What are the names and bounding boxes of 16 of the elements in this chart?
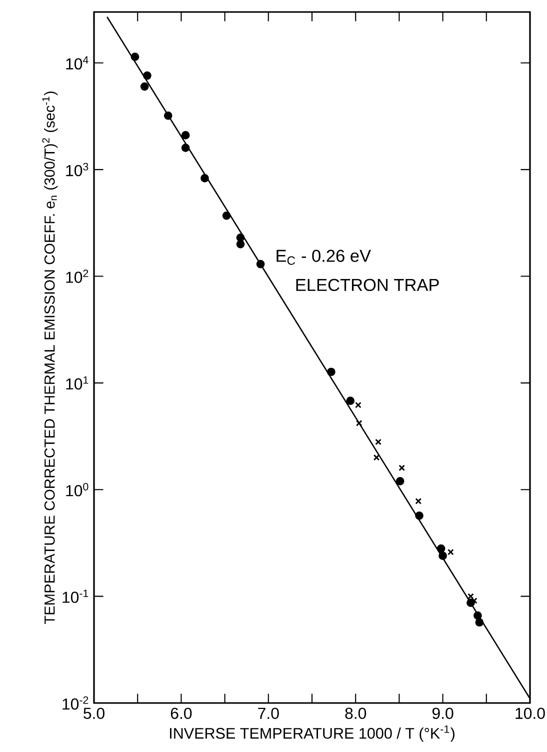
x-tick-label: 9.0 (432, 708, 454, 719)
y-axis-title: TEMPERATURE CORRECTED THERMAL EMISSION COEFF. e$_{n}$ (300/T)$^{2}$ (sec$^{-1}$) (42, 92, 58, 624)
y-tick-label: 10$^{0}$ (66, 482, 88, 496)
x-tick-label: 6.0 (170, 708, 192, 719)
y-tick-label: 10$^{-1}$ (62, 590, 88, 603)
y-tick-label: 10$^{2}$ (66, 270, 88, 283)
annotation: ELECTRON TRAP (296, 278, 439, 292)
annotation: E$_{C}$ - 0.26 eV (276, 250, 371, 265)
x-axis-title: INVERSE TEMPERATURE 1000 / T (°K$^{-1}$) (170, 725, 454, 742)
x-tick-label: 8.0 (345, 708, 366, 719)
x-tick-label: 10.0 (516, 708, 545, 719)
x-tick-label: 7.0 (258, 708, 279, 719)
x-tick-label: 5.0 (84, 708, 104, 719)
y-tick-label: 10$^{1}$ (66, 376, 88, 390)
y-tick-label: 10$^{4}$ (66, 56, 88, 70)
y-tick-label: 10$^{3}$ (66, 162, 88, 176)
